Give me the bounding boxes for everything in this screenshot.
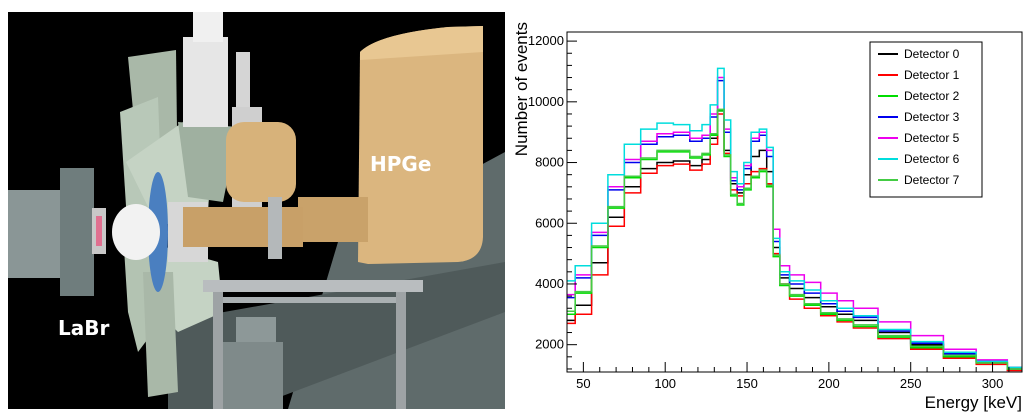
legend: Detector 0 Detector 1 Detector 2 Detector 3… bbox=[869, 41, 983, 198]
legend-entry: Detector 3 bbox=[904, 110, 960, 124]
series-line-detector-0 bbox=[567, 110, 1022, 370]
target-foil bbox=[96, 216, 102, 246]
series-line-detector-5 bbox=[567, 76, 1022, 369]
legend-entry: Detector 1 bbox=[904, 68, 960, 82]
setup-scene-graphic bbox=[8, 12, 505, 409]
hpge-detector-body bbox=[358, 26, 483, 264]
x-tick-label: 200 bbox=[818, 376, 840, 391]
x-tick-label: 50 bbox=[576, 376, 590, 391]
series-line-detector-2 bbox=[567, 110, 1022, 370]
legend-entry: Detector 5 bbox=[904, 131, 960, 145]
hpge-detector-top bbox=[360, 26, 483, 60]
table-stand bbox=[223, 342, 283, 409]
legend-entry: Detector 6 bbox=[904, 152, 960, 166]
y-tick-label: 12000 bbox=[528, 33, 564, 48]
vacuum-pump-top bbox=[193, 12, 223, 42]
legend-entry: Detector 7 bbox=[904, 173, 960, 187]
labr-label: LaBr bbox=[58, 316, 110, 340]
series-line-detector-6 bbox=[567, 67, 1022, 369]
hpge-flange bbox=[268, 197, 282, 259]
x-tick-label: 250 bbox=[900, 376, 922, 391]
chart-canvas: 50 100 150 200 250 300 2000 4000 6000 8000 10000 1… bbox=[507, 0, 1029, 415]
legend-entry: Detector 2 bbox=[904, 89, 960, 103]
legend-entry: Detector 0 bbox=[904, 47, 960, 61]
energy-spectrum-chart: 50 100 150 200 250 300 2000 4000 6000 8000 10000 1… bbox=[507, 0, 1029, 415]
beam-pipe-left bbox=[8, 190, 66, 278]
x-axis: 50 100 150 200 250 300 bbox=[566, 362, 1010, 391]
x-tick-label: 150 bbox=[736, 376, 758, 391]
hpge-label: HPGe bbox=[370, 152, 432, 176]
gauge-column bbox=[236, 52, 250, 122]
y-tick-label: 10000 bbox=[528, 94, 564, 109]
target-chamber bbox=[112, 204, 160, 260]
plot-frame bbox=[566, 31, 1023, 373]
x-tick-label: 300 bbox=[982, 376, 1004, 391]
y-tick-label: 6000 bbox=[535, 215, 564, 230]
table-top bbox=[203, 280, 423, 292]
y-axis-label: Number of events bbox=[512, 22, 531, 156]
table-leg bbox=[213, 292, 223, 409]
detector-setup-render: HPGe LaBr bbox=[8, 12, 505, 409]
y-axis: 2000 4000 6000 8000 10000 12000 bbox=[528, 33, 577, 370]
series-group bbox=[567, 67, 1022, 372]
labr-frame-arm bbox=[143, 272, 178, 397]
rear-detector bbox=[226, 122, 296, 202]
y-tick-label: 4000 bbox=[535, 276, 564, 291]
table-rail bbox=[223, 297, 396, 303]
x-axis-label: Energy [keV] bbox=[925, 393, 1022, 412]
x-tick-label: 100 bbox=[654, 376, 676, 391]
table-leg bbox=[396, 292, 406, 409]
series-line-detector-1 bbox=[567, 113, 1022, 372]
legend-box bbox=[869, 41, 983, 198]
hpge-crystal-housing bbox=[183, 207, 303, 247]
series-line-detector-7 bbox=[567, 108, 1022, 370]
series-line-detector-3 bbox=[567, 79, 1022, 369]
y-tick-label: 2000 bbox=[535, 337, 564, 352]
hpge-cryostat-arm bbox=[298, 197, 368, 242]
vacuum-pump bbox=[183, 37, 228, 127]
labr-frame-arm bbox=[178, 122, 238, 202]
y-tick-label: 8000 bbox=[535, 155, 564, 170]
pipe-flange bbox=[60, 168, 94, 296]
